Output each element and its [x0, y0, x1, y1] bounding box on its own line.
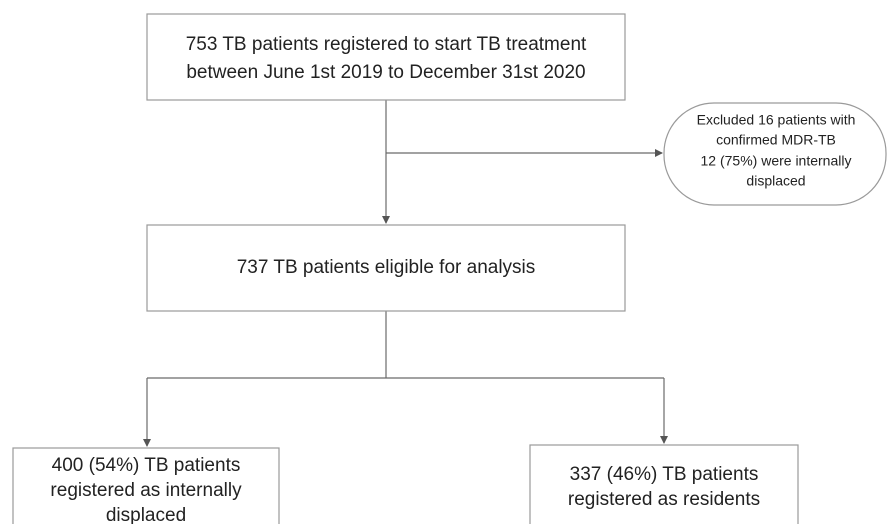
exclusion-box	[663, 102, 887, 206]
node-text: displaced	[106, 505, 186, 524]
node-text: displaced	[746, 173, 805, 189]
node-text: 737 TB patients eligible for analysis	[237, 257, 536, 278]
box	[146, 13, 626, 101]
node-text: confirmed MDR-TB	[716, 132, 836, 148]
node-text: Excluded 16 patients with	[697, 112, 856, 128]
node-text: 12 (75%) were internally	[701, 153, 852, 169]
node-text: registered as internally	[50, 480, 242, 501]
node-text: 753 TB patients registered to start TB t…	[186, 34, 587, 55]
node-text: between June 1st 2019 to December 31st 2…	[186, 62, 585, 83]
node-text: 400 (54%) TB patients	[52, 455, 241, 476]
box	[529, 444, 799, 524]
box	[12, 447, 280, 524]
node-text: 337 (46%) TB patients	[570, 464, 759, 485]
box	[146, 224, 626, 312]
node-text: registered as residents	[568, 489, 760, 510]
